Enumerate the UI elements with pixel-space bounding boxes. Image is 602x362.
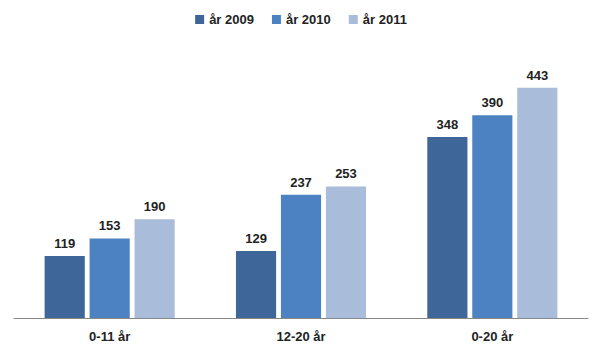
svg-text:år 2009: år 2009 <box>209 12 254 27</box>
svg-text:190: 190 <box>144 199 166 214</box>
svg-text:253: 253 <box>335 166 357 181</box>
svg-text:237: 237 <box>290 175 312 190</box>
svg-text:0-20 år: 0-20 år <box>471 329 513 344</box>
svg-text:348: 348 <box>437 117 459 132</box>
svg-text:0-11 år: 0-11 år <box>89 329 130 344</box>
svg-text:år 2010: år 2010 <box>286 12 331 27</box>
svg-text:år 2011: år 2011 <box>363 12 407 27</box>
svg-text:129: 129 <box>245 231 267 246</box>
svg-text:390: 390 <box>481 95 503 110</box>
svg-text:443: 443 <box>526 68 548 83</box>
svg-text:119: 119 <box>54 236 75 251</box>
svg-text:12-20 år: 12-20 år <box>276 329 325 344</box>
svg-text:153: 153 <box>99 218 121 233</box>
